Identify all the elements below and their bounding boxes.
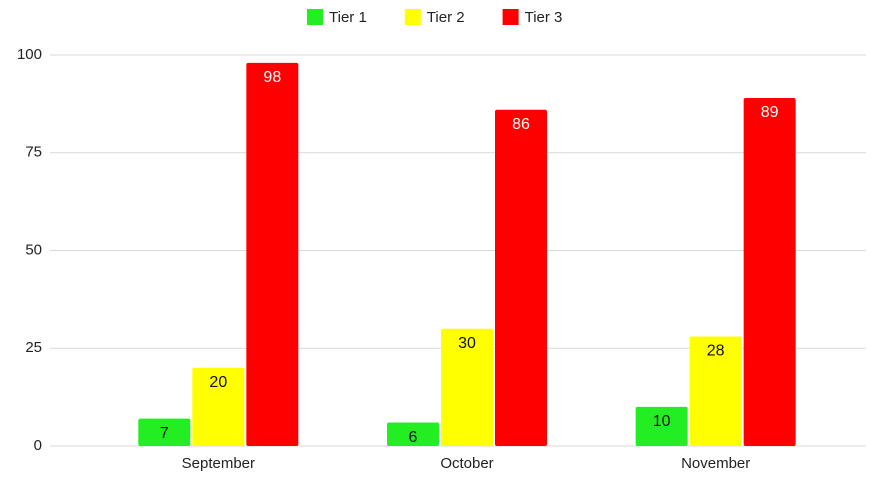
x-tick-label: September — [182, 455, 255, 472]
bar — [743, 98, 796, 446]
y-tick-label: 25 — [25, 339, 42, 356]
legend-label: Tier 3 — [525, 9, 563, 26]
bar — [495, 109, 547, 447]
data-label: 89 — [761, 104, 779, 121]
legend-label: Tier 1 — [329, 9, 367, 26]
bar — [387, 422, 439, 446]
data-label: 6 — [409, 429, 418, 446]
bar — [246, 62, 299, 446]
legend-swatch — [307, 9, 323, 25]
data-label: 86 — [512, 116, 530, 133]
legend-swatch — [502, 9, 519, 25]
bar — [689, 336, 742, 446]
data-label: 10 — [653, 413, 671, 430]
y-tick-label: 75 — [25, 144, 42, 161]
data-label: 28 — [707, 343, 725, 360]
y-tick-label: 0 — [34, 437, 42, 454]
data-label: 20 — [209, 374, 227, 391]
bar — [138, 418, 191, 446]
legend-swatch — [404, 9, 421, 25]
bar — [441, 328, 493, 446]
data-label: 98 — [263, 69, 281, 86]
data-label: 30 — [458, 335, 476, 352]
x-tick-label: October — [440, 455, 493, 472]
legend-label: Tier 2 — [427, 9, 465, 26]
bar — [635, 406, 688, 446]
x-tick-label: November — [681, 455, 750, 472]
y-tick-label: 100 — [17, 46, 42, 63]
y-tick-label: 50 — [25, 241, 42, 258]
data-label: 7 — [160, 425, 169, 442]
bar — [192, 367, 245, 446]
